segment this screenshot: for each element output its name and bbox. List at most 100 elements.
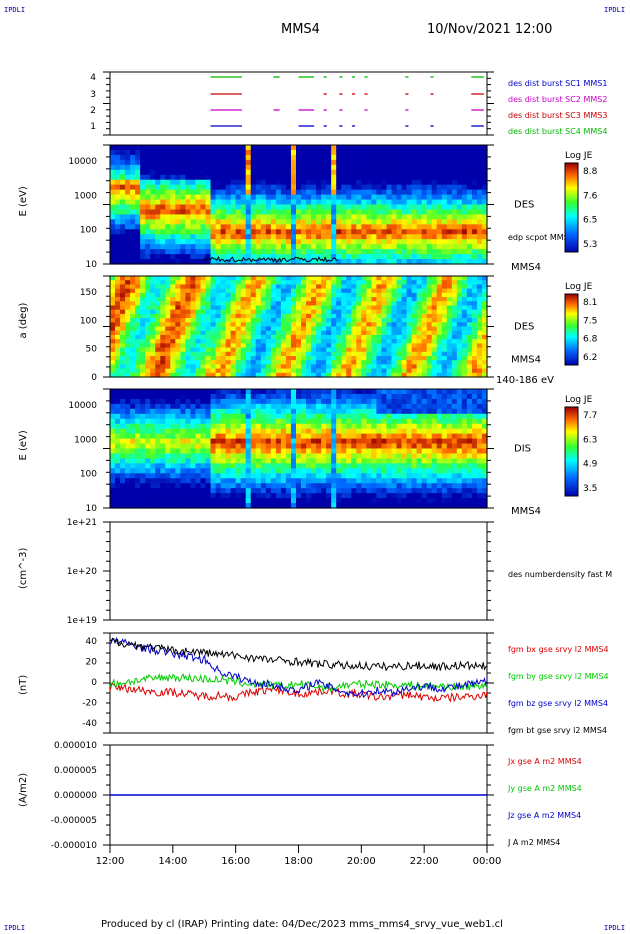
heatmap-cell-3: [371, 413, 378, 420]
heatmap-cell-2: [471, 360, 478, 365]
heatmap-cell-2: [130, 305, 136, 311]
heatmap-cell-2: [476, 309, 483, 315]
heatmap-cell-1: [275, 145, 282, 151]
heatmap-cell-1: [240, 219, 247, 225]
heatmap-cell-3: [316, 448, 322, 455]
heatmap-cell-2: [366, 288, 372, 294]
heatmap-cell-2: [426, 339, 433, 344]
heatmap-cell-2: [346, 297, 352, 302]
heatmap-cell-1: [260, 204, 267, 211]
heatmap-cell-3: [295, 468, 302, 474]
heatmap-cell-1: [441, 169, 448, 176]
heatmap-cell-1: [376, 224, 383, 230]
heatmap-cell-1: [376, 219, 383, 225]
heatmap-cell-3: [346, 453, 352, 460]
heatmap-cell-1: [316, 204, 322, 211]
heatmap-cell-2: [351, 305, 357, 311]
heatmap-cell-2: [260, 309, 267, 315]
heatmap-cell-1: [265, 229, 272, 235]
heatmap-cell-2: [160, 343, 166, 349]
heatmap-cell-3: [265, 389, 272, 395]
heatmap-cell-1: [240, 259, 247, 265]
heatmap-cell-1: [451, 169, 458, 176]
heatmap-cell-1: [270, 174, 277, 181]
heatmap-cell-2: [481, 284, 488, 290]
heatmap-cell-1: [130, 234, 136, 240]
heatmap-cell-3: [205, 478, 212, 484]
heatmap-cell-1: [306, 169, 312, 176]
heatmap-cell-3: [255, 423, 262, 430]
heatmap-cell-1: [230, 194, 237, 201]
heatmap-cell-2: [436, 355, 443, 361]
heatmap-cell-1: [416, 234, 423, 240]
heatmap-cell-2: [331, 313, 337, 319]
heatmap-cell-2: [110, 288, 116, 294]
heatmap-cell-2: [130, 326, 136, 332]
heatmap-cell-1: [130, 214, 136, 220]
heatmap-cell-1: [376, 239, 383, 245]
heatmap-cell-3: [351, 458, 357, 464]
heatmap-cell-3: [240, 453, 247, 460]
heatmap-cell-1: [240, 184, 247, 191]
heatmap-cell-2: [115, 288, 121, 294]
heatmap-cell-3: [280, 403, 287, 410]
heatmap-cell-3: [220, 403, 227, 410]
heatmap-cell-3: [351, 443, 357, 450]
heatmap-cell-2: [270, 301, 277, 307]
heatmap-cell-2: [441, 351, 448, 357]
heatmap-cell-1: [316, 174, 322, 181]
heatmap-cell-2: [466, 326, 473, 332]
heatmap-cell-2: [150, 360, 156, 365]
heatmap-cell-2: [195, 360, 202, 365]
heatmap-cell-3: [205, 428, 212, 435]
heatmap-cell-2: [275, 322, 282, 328]
heatmap-cell-3: [170, 468, 176, 474]
heatmap-cell-2: [110, 334, 116, 340]
heatmap-cell-1: [190, 209, 197, 216]
heatmap-cell-2: [275, 326, 282, 332]
heatmap-cell-1: [306, 214, 312, 220]
heatmap-cell-2: [175, 330, 181, 336]
burst-ytick-label: 2: [90, 106, 96, 116]
heatmap-cell-1: [160, 145, 166, 151]
heatmap-cell-2: [411, 318, 418, 323]
heatmap-cell-2: [366, 360, 372, 365]
heatmap-cell-2: [306, 364, 312, 370]
heatmap-cell-1: [110, 239, 116, 245]
heatmap-cell-3: [351, 408, 357, 415]
heatmap-cell-2: [341, 372, 347, 378]
heatmap-cell-1: [476, 239, 483, 245]
heatmap-cell-3: [160, 483, 166, 489]
heatmap-cell-3: [115, 423, 121, 430]
heatmap-cell-1: [130, 239, 136, 245]
heatmap-cell-1: [245, 169, 252, 176]
heatmap-cell-1: [396, 189, 403, 196]
heatmap-cell-1: [376, 189, 383, 196]
panel-bottom-label: MMS4: [511, 262, 541, 273]
heatmap-cell-3: [135, 413, 141, 420]
heatmap-cell-3: [135, 453, 141, 460]
heatmap-cell-3: [295, 453, 302, 460]
heatmap-cell-1: [336, 219, 342, 225]
heatmap-cell-1: [255, 219, 262, 225]
heatmap-cell-2: [255, 351, 262, 357]
heatmap-cell-1: [235, 169, 242, 176]
heatmap-cell-2: [346, 301, 352, 307]
heatmap-cell-1: [190, 254, 197, 260]
heatmap-cell-3: [180, 433, 186, 440]
heatmap-cell-3: [336, 488, 342, 494]
heatmap-cell-3: [185, 463, 192, 469]
heatmap-cell-2: [260, 364, 267, 370]
heatmap-cell-3: [190, 453, 197, 460]
heatmap-cell-2: [180, 280, 186, 286]
heatmap-cell-1: [461, 224, 468, 230]
heatmap-cell-3: [210, 463, 217, 469]
heatmap-cell-1: [135, 239, 141, 245]
heatmap-cell-3: [275, 443, 282, 450]
heatmap-cell-3: [145, 478, 151, 484]
heatmap-cell-2: [155, 326, 161, 332]
heatmap-cell-1: [160, 239, 166, 245]
heatmap-cell-3: [351, 483, 357, 489]
heatmap-cell-1: [346, 229, 352, 235]
heatmap-cell-2: [361, 305, 367, 311]
